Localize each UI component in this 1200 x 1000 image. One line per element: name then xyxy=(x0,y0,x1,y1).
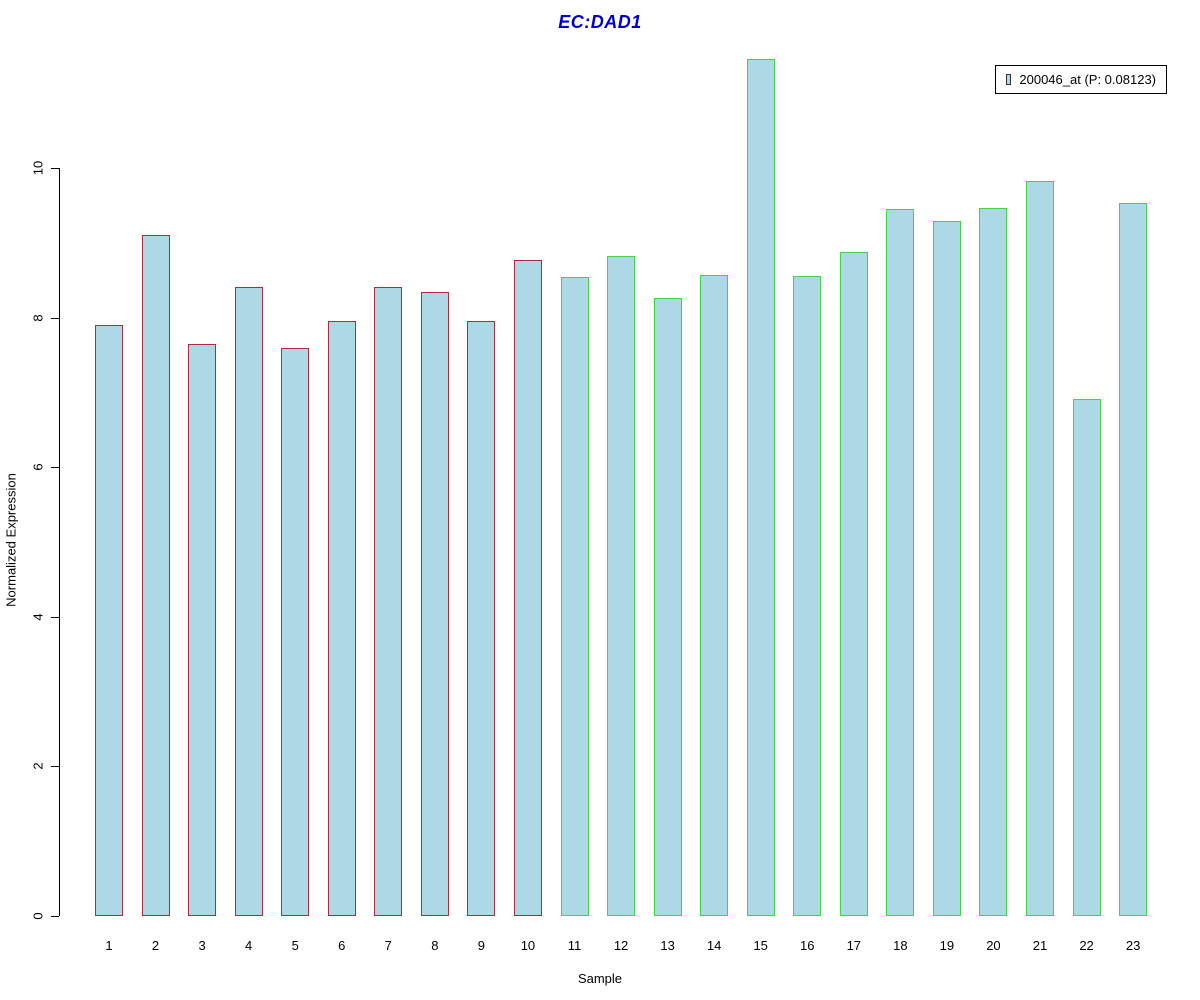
legend-box: 200046_at (P: 0.08123) xyxy=(995,65,1167,94)
x-axis-label-10: 10 xyxy=(520,938,536,953)
bar-sample-3 xyxy=(188,344,217,916)
x-axis-label-21: 21 xyxy=(1032,938,1048,953)
x-axis-label-2: 2 xyxy=(151,938,160,953)
y-axis-line xyxy=(59,168,60,916)
legend-label: 200046_at (P: 0.08123) xyxy=(1019,72,1156,87)
y-axis-tick-4 xyxy=(51,616,59,618)
x-axis-label-14: 14 xyxy=(706,938,722,953)
bar-sample-16 xyxy=(793,276,822,916)
y-axis-title: Normalized Expression xyxy=(3,473,19,607)
bar-sample-10 xyxy=(513,260,542,916)
legend-swatch-icon xyxy=(1006,74,1012,85)
chart-title: EC:DAD1 xyxy=(558,12,642,32)
bar-sample-12 xyxy=(607,256,636,916)
bar-sample-2 xyxy=(141,235,170,916)
bar-sample-14 xyxy=(700,275,729,916)
x-axis-label-5: 5 xyxy=(291,938,299,953)
y-axis-tick-10 xyxy=(51,168,59,169)
x-axis-label-19: 19 xyxy=(939,938,955,953)
y-axis-tick-label-8: 8 xyxy=(30,313,46,322)
bar-sample-21 xyxy=(1026,181,1054,916)
x-axis-label-9: 9 xyxy=(477,938,486,953)
y-axis-tick-label-6: 6 xyxy=(30,463,46,471)
x-axis-label-23: 23 xyxy=(1125,938,1141,953)
x-axis-label-17: 17 xyxy=(846,938,862,953)
x-axis-label-12: 12 xyxy=(613,938,629,953)
y-axis-tick-label-10: 10 xyxy=(30,160,46,176)
bar-sample-23 xyxy=(1119,203,1148,916)
bar-sample-13 xyxy=(653,298,682,916)
y-axis-tick-0 xyxy=(51,916,59,917)
bar-sample-5 xyxy=(281,348,310,916)
x-axis-label-20: 20 xyxy=(986,938,1001,953)
bar-sample-8 xyxy=(420,292,449,916)
bar-sample-18 xyxy=(886,209,915,916)
x-axis-label-11: 11 xyxy=(567,938,582,953)
y-axis-tick-6 xyxy=(51,467,59,469)
x-axis-label-15: 15 xyxy=(753,938,768,953)
x-axis-label-7: 7 xyxy=(384,938,392,953)
bar-sample-11 xyxy=(560,277,589,916)
bar-sample-22 xyxy=(1072,399,1101,916)
y-axis-tick-label-0: 0 xyxy=(30,912,46,920)
bar-sample-20 xyxy=(979,208,1008,916)
x-axis-label-18: 18 xyxy=(893,938,908,953)
x-axis-label-4: 4 xyxy=(245,938,253,953)
x-axis-label-3: 3 xyxy=(198,938,206,953)
x-axis-label-16: 16 xyxy=(800,938,815,953)
bar-sample-19 xyxy=(932,221,961,916)
x-axis-title: Sample xyxy=(577,971,623,986)
y-axis-tick-2 xyxy=(51,766,59,768)
bar-sample-4 xyxy=(234,287,263,916)
y-axis-tick-8 xyxy=(51,317,59,319)
bar-sample-15 xyxy=(746,59,775,916)
bar-sample-9 xyxy=(467,321,496,916)
bar-sample-17 xyxy=(839,252,868,916)
x-axis-label-22: 22 xyxy=(1079,938,1094,953)
y-axis-tick-label-4: 4 xyxy=(30,613,46,621)
x-axis-label-6: 6 xyxy=(338,938,346,953)
x-axis-label-8: 8 xyxy=(431,938,439,953)
bar-sample-7 xyxy=(374,287,403,916)
bar-sample-6 xyxy=(327,321,356,916)
x-axis-label-13: 13 xyxy=(660,938,675,953)
bar-sample-1 xyxy=(95,325,123,916)
x-axis-label-1: 1 xyxy=(105,938,113,953)
y-axis-tick-label-2: 2 xyxy=(30,762,46,771)
